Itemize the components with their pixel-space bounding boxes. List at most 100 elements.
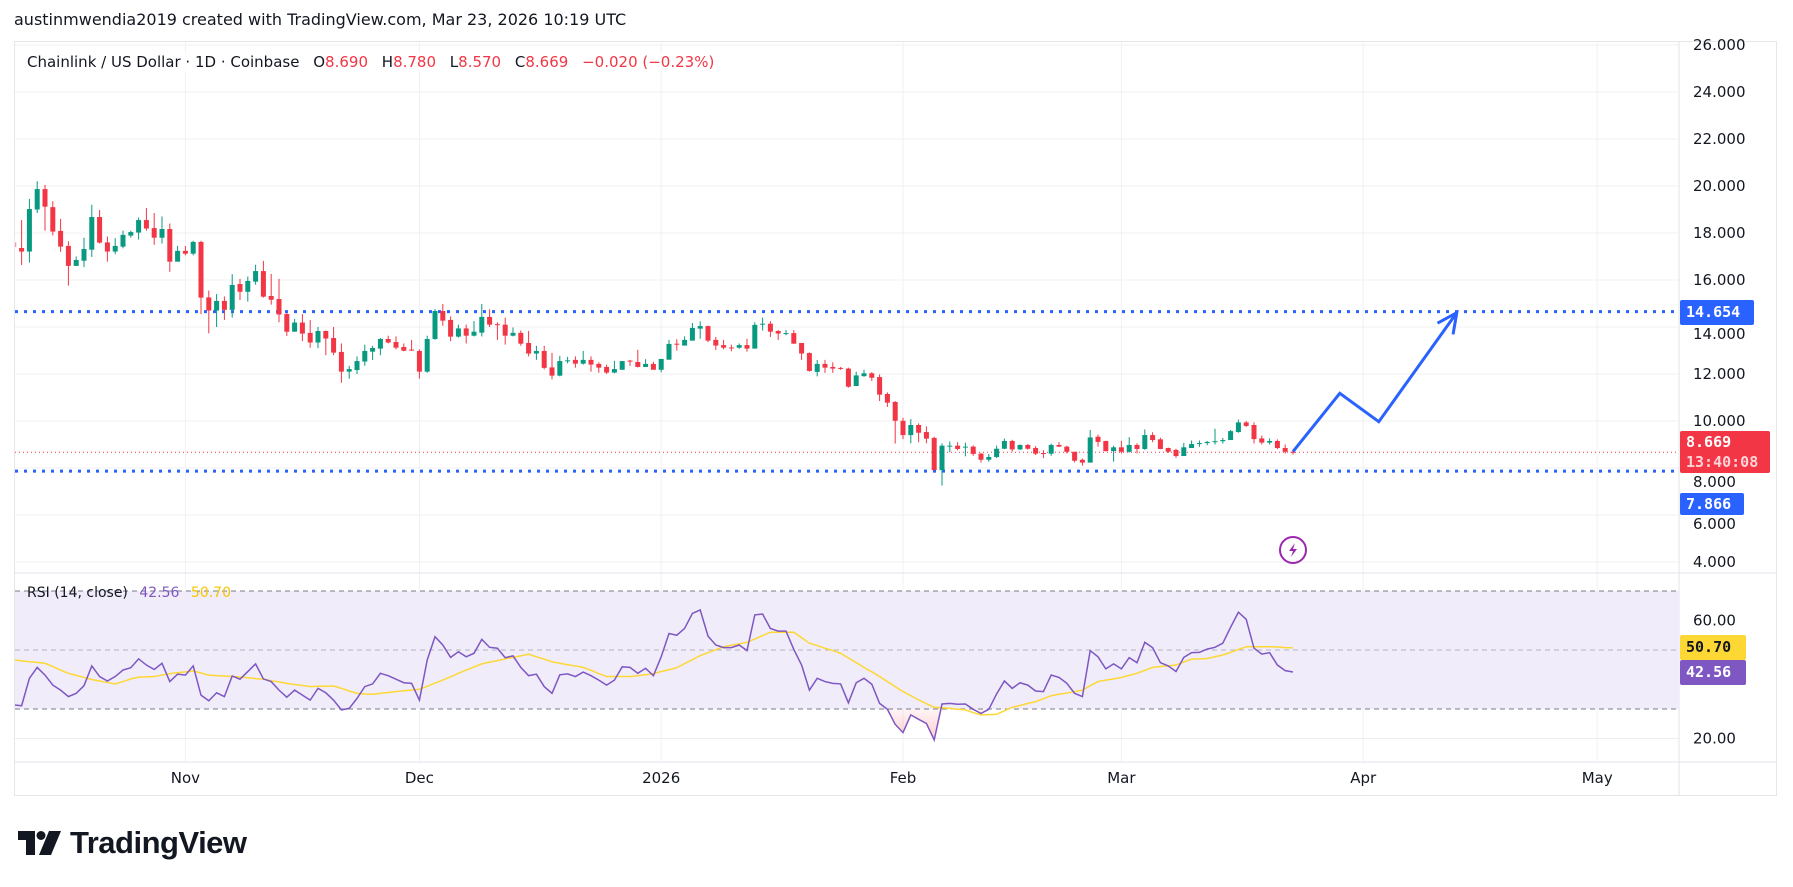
candle-body (986, 456, 992, 460)
rsi-title[interactable]: RSI (14, close) (27, 585, 128, 601)
candle-body (978, 453, 984, 460)
candle-body (253, 271, 259, 282)
price-axis-label: 16.000 (1693, 271, 1746, 289)
rsi-tag: 42.56 (1680, 660, 1746, 685)
candle-body (385, 338, 391, 343)
candle-body (89, 217, 95, 250)
candle-body (643, 363, 649, 367)
candle-body (627, 360, 633, 362)
candle-body (923, 432, 929, 439)
candle-body (588, 359, 594, 365)
candle-body (354, 361, 360, 371)
candle-body (674, 343, 680, 345)
candle-body (892, 401, 898, 421)
candle-body (463, 328, 469, 336)
lightning-bolt-icon[interactable] (1279, 536, 1307, 564)
candle-body (34, 189, 40, 210)
candle-body (448, 319, 454, 337)
candle-body (338, 351, 344, 372)
candle-body (284, 314, 290, 332)
candle-body (877, 377, 883, 395)
candle-body (596, 363, 602, 368)
candle-body (104, 242, 110, 252)
candle-body (939, 445, 945, 471)
symbol-title[interactable]: Chainlink / US Dollar · 1D · Coinbase (27, 53, 300, 71)
candle-body (549, 367, 555, 376)
candle-body (916, 424, 922, 433)
candle-body (377, 338, 383, 349)
candle-body (611, 369, 617, 373)
candle-body (502, 324, 508, 336)
candle-body (619, 361, 625, 370)
candle-body (26, 209, 32, 252)
candle-body (604, 366, 610, 373)
candle-body (783, 333, 789, 335)
candle-body (1118, 447, 1124, 452)
last-price-value: 8.669 (1686, 433, 1732, 451)
candle-body (479, 316, 485, 333)
candle-body (1064, 446, 1070, 452)
price-axis-label: 12.000 (1693, 365, 1746, 383)
candle-body (1173, 449, 1179, 457)
candle-body (260, 271, 266, 297)
candle-body (666, 343, 672, 360)
last-price-tag: 8.669 13:40:08 (1680, 431, 1770, 473)
tradingview-logo[interactable]: TradingView (18, 825, 247, 860)
rsi-ma-line (15, 631, 1294, 716)
candle-body (845, 368, 851, 387)
candle-body (409, 349, 415, 351)
open-value: 8.690 (325, 53, 368, 71)
candle-body (1142, 435, 1148, 449)
logo-wordmark: TradingView (70, 825, 247, 860)
low-value: 8.570 (458, 53, 502, 71)
tradingview-logo-icon (18, 831, 61, 855)
bar-countdown: 13:40:08 (1686, 453, 1759, 471)
rsi-pane[interactable] (14, 590, 1679, 743)
candle-body (557, 361, 563, 376)
candle-body (1033, 448, 1039, 454)
candle-body (1235, 422, 1241, 433)
low-label: L (449, 53, 459, 71)
rsi-line (15, 608, 1294, 743)
candle-body (799, 342, 805, 354)
candle-body (245, 280, 251, 292)
candle-body (58, 230, 64, 247)
time-axis-label: Dec (405, 769, 434, 787)
rsi-ma-value: 50.70 (190, 585, 231, 601)
candle-body (346, 369, 352, 372)
candle-body (1150, 435, 1156, 441)
candle-body (1056, 444, 1062, 447)
candle-body (900, 420, 906, 436)
candle-body (658, 358, 664, 370)
price-pane[interactable] (11, 139, 1679, 486)
high-label: H (381, 53, 394, 71)
candle-body (81, 248, 87, 261)
candle-body (440, 311, 446, 321)
candle-body (221, 300, 227, 310)
price-axis-label: 22.000 (1693, 130, 1746, 148)
candle-body (15, 242, 17, 248)
candle-body (1087, 437, 1093, 463)
candle-body (112, 245, 118, 252)
chart-frame (14, 41, 1777, 796)
candle-body (97, 217, 103, 243)
time-axis-label: Apr (1350, 769, 1377, 787)
price-axis-label: 26.000 (1693, 36, 1746, 54)
candle-body (167, 229, 173, 262)
time-axis-label: May (1582, 769, 1613, 787)
candle-body (791, 333, 797, 344)
price-axis-label: 24.000 (1693, 83, 1746, 101)
candle-body (1040, 452, 1046, 454)
candle-body (962, 446, 968, 448)
candle-body (1282, 448, 1288, 452)
candle-body (682, 339, 688, 346)
candle-body (307, 332, 313, 343)
candle-body (432, 311, 438, 339)
candle-body (869, 373, 875, 378)
candle-body (1212, 441, 1218, 443)
candle-body (806, 353, 812, 371)
candle-body (424, 338, 430, 372)
candle-body (736, 345, 742, 348)
candle-body (1157, 439, 1163, 449)
